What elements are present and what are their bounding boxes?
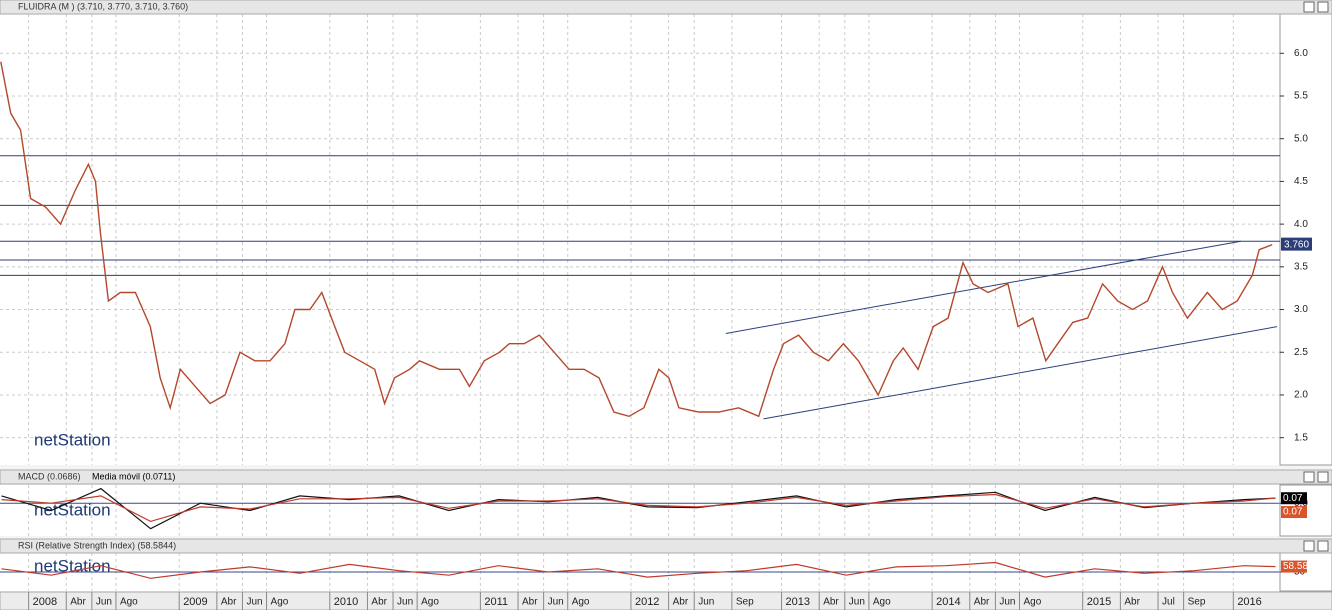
panel-header	[0, 538, 1332, 554]
data-line	[1, 561, 1276, 579]
trend-line	[725, 240, 1241, 334]
panel-subtitle: Media móvil (0.0711)	[92, 471, 175, 481]
data-line	[1, 493, 1276, 523]
x-tick-label: Ago	[572, 597, 590, 608]
x-tick-label: 2011	[484, 596, 508, 608]
x-tick-label: Jun	[96, 597, 112, 608]
x-tick-label: 2008	[33, 596, 57, 608]
y-tick-label: 5.5	[1294, 91, 1308, 102]
last-value-label: 0.07	[1283, 493, 1303, 504]
panel-title: RSI (Relative Strength Index) (58.5844)	[18, 540, 176, 550]
panel-bg	[0, 14, 1280, 465]
watermark: netStation	[34, 430, 111, 449]
y-tick-label: 4.0	[1294, 219, 1308, 230]
data-line	[0, 61, 1273, 418]
y-tick-label: 4.5	[1294, 176, 1308, 187]
x-tick-label: Ago	[1023, 597, 1041, 608]
header-button	[1303, 1, 1315, 13]
last-value-label: 0.07	[1283, 507, 1303, 518]
x-tick-label: 2016	[1237, 596, 1261, 608]
x-tick-label: Abr	[70, 597, 86, 608]
x-tick-label: Abr	[823, 597, 839, 608]
header-button	[1317, 471, 1329, 483]
x-tick-label: Abr	[371, 597, 387, 608]
x-tick-label: Sep	[736, 597, 754, 608]
x-tick-label: Abr	[673, 597, 689, 608]
x-tick-label: Jun	[246, 597, 262, 608]
last-value-box	[1281, 237, 1312, 251]
x-tick-label: Ago	[421, 597, 439, 608]
x-tick-label: Jun	[849, 597, 865, 608]
x-tick-label: Jun	[698, 597, 714, 608]
panel-title: MACD (0.0686)	[18, 471, 81, 481]
x-tick-label: 2009	[183, 596, 207, 608]
last-value-box	[1281, 560, 1307, 573]
header-button	[1303, 540, 1315, 552]
x-tick-label: 2012	[635, 596, 659, 608]
x-tick-label: 2015	[1087, 596, 1111, 608]
x-tick-label: Jun	[397, 597, 413, 608]
last-value-box	[1281, 492, 1307, 505]
watermark: netStation	[34, 556, 111, 575]
x-tick-label: Abr	[974, 597, 990, 608]
panel-header	[0, 469, 1332, 485]
x-axis-bg	[0, 591, 1332, 610]
y-tick-label: 1.5	[1294, 432, 1308, 443]
x-tick-label: 2010	[334, 596, 358, 608]
y-tick-label: 2.5	[1294, 347, 1308, 358]
panel-bg	[0, 485, 1280, 536]
x-tick-label: 2013	[786, 596, 810, 608]
y-tick-label: 3.0	[1294, 304, 1308, 315]
y-tick-label: 6.0	[1294, 48, 1308, 59]
panel-title: FLUIDRA (M ) (3.710, 3.770, 3.710, 3.760…	[18, 1, 188, 11]
last-value-label: 58.58	[1283, 561, 1308, 572]
last-value-box	[1281, 506, 1307, 519]
x-tick-label: Ago	[120, 597, 138, 608]
last-value-label: 3.760	[1284, 239, 1309, 250]
y-tick-label: 5.0	[1294, 133, 1308, 144]
x-tick-label: Abr	[522, 597, 538, 608]
header-button	[1317, 1, 1329, 13]
watermark: netStation	[34, 500, 111, 519]
x-tick-label: Ago	[271, 597, 289, 608]
x-tick-label: Abr	[1124, 597, 1140, 608]
x-tick-label: Sep	[1188, 597, 1206, 608]
trend-line	[763, 326, 1278, 420]
panel-header	[0, 0, 1332, 15]
x-tick-label: Jun	[999, 597, 1015, 608]
x-tick-label: Abr	[221, 597, 237, 608]
header-button	[1317, 540, 1329, 552]
y-tick-label: 3.5	[1294, 261, 1308, 272]
x-tick-label: 2014	[936, 596, 960, 608]
header-button	[1303, 471, 1315, 483]
x-tick-label: Jul	[1162, 597, 1175, 608]
y-tick-label: 2.0	[1294, 390, 1308, 401]
x-tick-label: Jun	[548, 597, 564, 608]
x-tick-label: Ago	[873, 597, 891, 608]
